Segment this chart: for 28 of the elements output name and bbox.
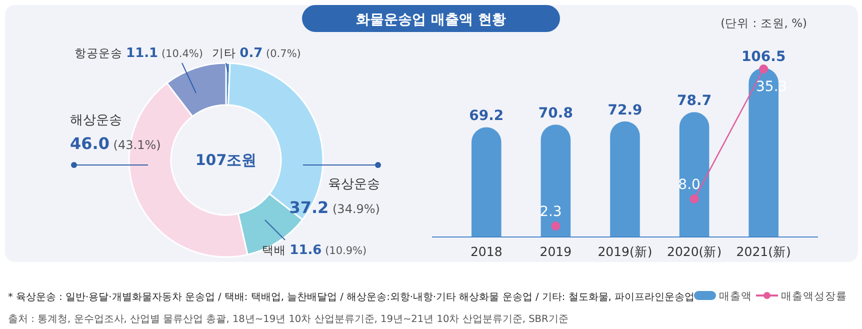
data-label: 46.0 (43.1%) <box>70 134 161 153</box>
data-label: 37.2 (34.9%) <box>289 198 380 217</box>
x-tick-label: 2019 <box>540 244 572 259</box>
x-tick-label: 2020(新) <box>667 244 722 259</box>
slice-label: 택배 <box>262 243 290 257</box>
slice-label: 해상운송 <box>70 113 122 128</box>
legend-label: 매출액성장률 <box>781 290 847 302</box>
slice-label: 기타 <box>212 46 240 60</box>
data-label: 11.1 (10.4%) <box>126 46 203 61</box>
data-label: 0.7 (0.7%) <box>240 46 301 61</box>
text: 화물운송업 매출액 현황 <box>356 12 506 28</box>
data-label: 78.7 <box>677 93 712 110</box>
x-tick-label: 2019(新) <box>598 244 652 259</box>
data-label: 72.9 <box>608 102 642 118</box>
chart-subtitle: (단위 : 조원, %) <box>720 16 807 30</box>
source-note: 출처 : 통계청, 운수업조사, 산업별 물류산업 총괄, 18년~19년 10차 산업분류기준, 19년~21년 10차 산업분류기준, SBR기준 <box>8 314 568 325</box>
slice-label: 항공운송 <box>74 46 126 60</box>
data-label: 2.3 <box>540 204 562 220</box>
text: * 육상운송 : 일반·용달·개별화물자동차 운송업 / 택배: 택배업, 늘찬배달업 / 해상운송:외항·내항·기타 해상화물 운송업 / 기타: 철도화물, 파이프라인운송업 <box>8 292 695 303</box>
data-label: 69.2 <box>469 108 504 124</box>
slice-label: 육상운송 <box>328 177 380 192</box>
data-label: 70.8 <box>538 106 573 122</box>
x-tick-label: 2021(新) <box>736 244 791 259</box>
data-label: 106.5 <box>741 49 786 65</box>
legend-label: 매출액 <box>719 290 752 302</box>
data-label: 11.6 (10.9%) <box>290 243 367 258</box>
text: 107조원 <box>195 151 257 169</box>
x-tick-label: 2018 <box>470 244 502 259</box>
